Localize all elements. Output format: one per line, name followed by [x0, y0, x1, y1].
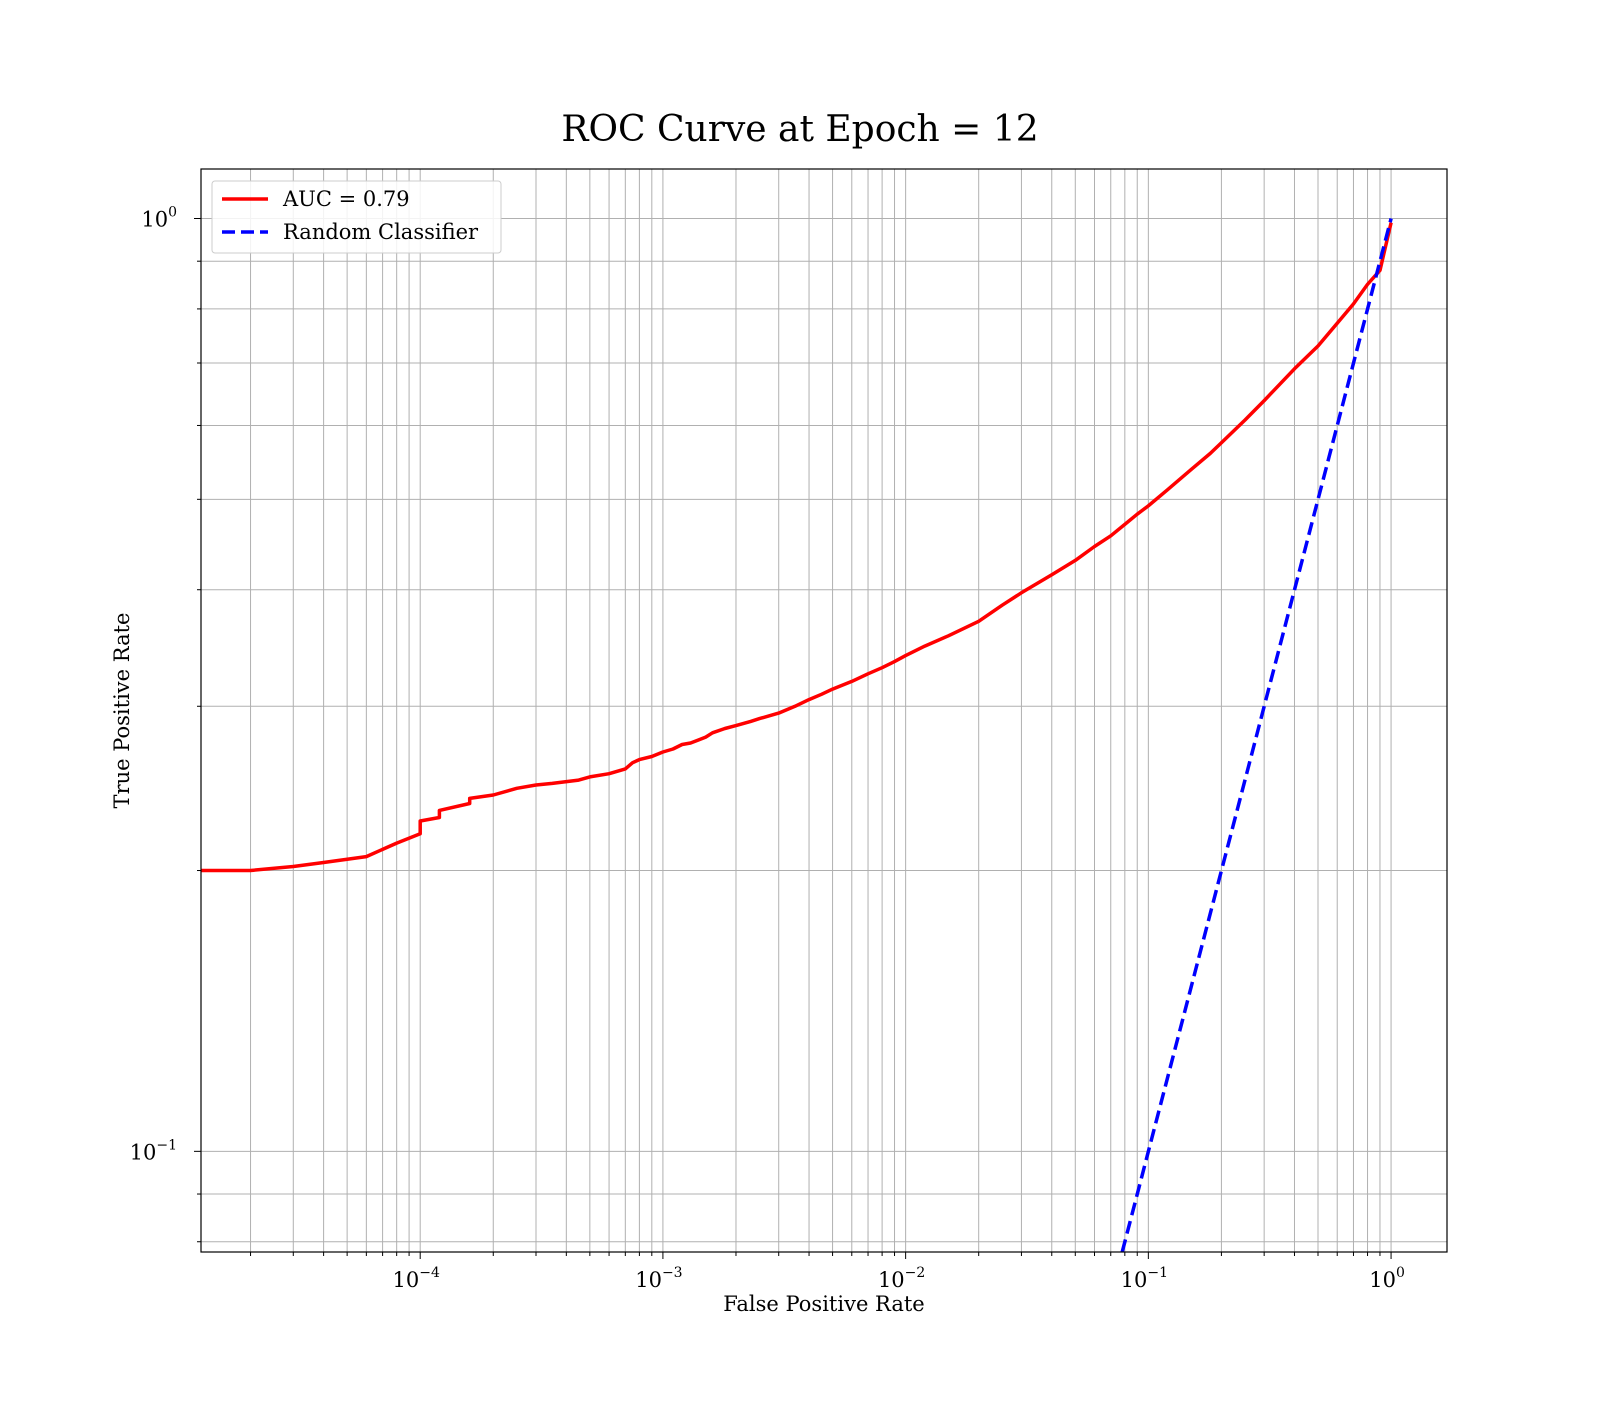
x-tick-label: 10−2	[878, 1265, 925, 1292]
legend-label-auc: AUC = 0.79	[282, 187, 410, 211]
y-axis-label: True Positive Rate	[110, 613, 134, 809]
ticks: 10−4 10−3 10−2 10−1 100 10−1 100	[130, 205, 1405, 1292]
y-tick-label: 100	[141, 205, 177, 232]
grid	[201, 169, 1447, 1252]
legend-label-random-classifier: Random Classifier	[283, 220, 479, 244]
series-layer	[201, 218, 1393, 1253]
y-tick-label: 10−1	[130, 1137, 177, 1164]
legend: AUC = 0.79 Random Classifier	[211, 180, 502, 254]
chart-title: ROC Curve at Epoch = 12	[561, 109, 1038, 150]
random-classifier-line	[1120, 218, 1393, 1253]
x-axis-label: False Positive Rate	[723, 1292, 924, 1316]
plot-frame	[200, 168, 1448, 1253]
x-tick-label: 100	[1369, 1265, 1405, 1292]
legend-box	[211, 180, 502, 254]
x-tick-label: 10−4	[393, 1265, 440, 1292]
x-tick-label: 10−1	[1121, 1265, 1168, 1292]
x-tick-label: 10−3	[635, 1265, 682, 1292]
roc-curve-line	[201, 222, 1393, 873]
